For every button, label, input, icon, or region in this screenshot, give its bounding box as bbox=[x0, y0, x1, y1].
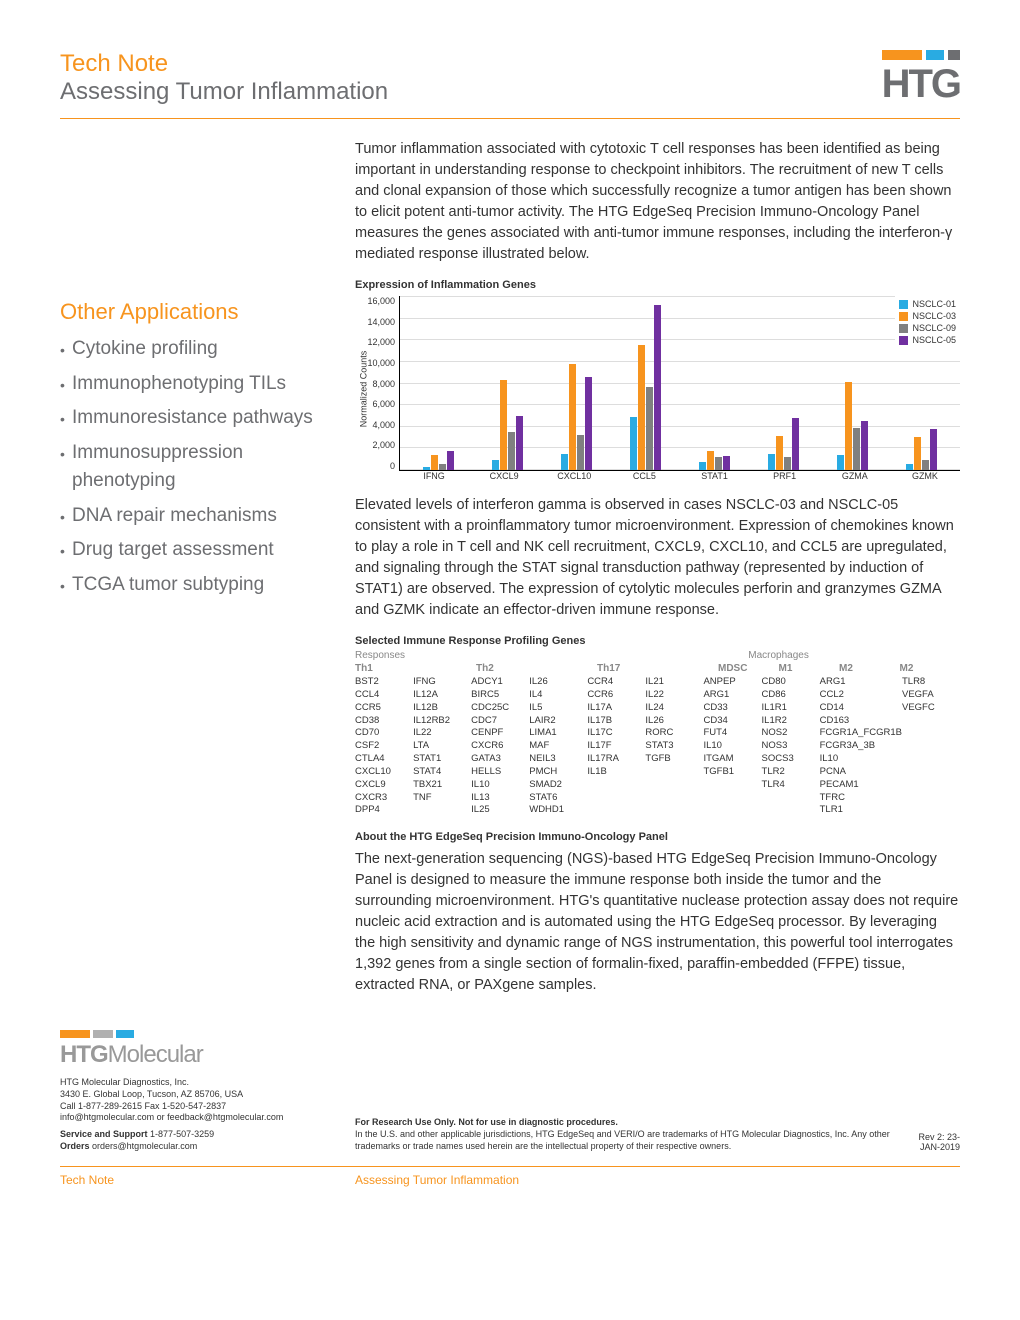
doc-title: Assessing Tumor Inflammation bbox=[60, 78, 388, 106]
bar bbox=[723, 456, 730, 470]
sidebar-item: Immunosuppression phenotyping bbox=[60, 439, 325, 496]
x-label: CCL5 bbox=[609, 471, 679, 481]
bar bbox=[715, 457, 722, 470]
bar bbox=[792, 418, 799, 470]
sidebar-item: Drug target assessment bbox=[60, 536, 325, 565]
sidebar-item: Cytokine profiling bbox=[60, 335, 325, 364]
gene-table-title: Selected Immune Response Profiling Genes bbox=[355, 635, 960, 647]
sidebar-item: Immunophenotyping TILs bbox=[60, 370, 325, 399]
bar bbox=[516, 416, 523, 470]
bar bbox=[447, 451, 454, 471]
footer-logo: HTGMolecular bbox=[60, 1041, 325, 1069]
bar bbox=[707, 451, 714, 471]
x-label: STAT1 bbox=[680, 471, 750, 481]
bar bbox=[423, 467, 430, 470]
company-address: HTG Molecular Diagnostics, Inc. 3430 E. … bbox=[60, 1077, 325, 1152]
breadcrumb: Tech Note Assessing Tumor Inflammation bbox=[60, 1173, 960, 1187]
about-title: About the HTG EdgeSeq Precision Immuno-O… bbox=[355, 831, 960, 843]
bar bbox=[922, 460, 929, 470]
para2: Elevated levels of interferon gamma is o… bbox=[355, 495, 960, 621]
bar bbox=[837, 455, 844, 470]
group-header-responses: Responses bbox=[355, 650, 748, 661]
doc-type: Tech Note bbox=[60, 50, 388, 78]
bar bbox=[845, 382, 852, 470]
about-text: The next-generation sequencing (NGS)-bas… bbox=[355, 849, 960, 996]
gene-table: BST2CCL4CCR5CD38CD70CSF2CTLA4CXCL10CXCL9… bbox=[355, 676, 960, 817]
bar bbox=[508, 432, 515, 470]
header: Tech Note Assessing Tumor Inflammation H… bbox=[60, 50, 960, 119]
x-label: CXCL10 bbox=[539, 471, 609, 481]
x-label: GZMK bbox=[890, 471, 960, 481]
content: Tumor inflammation associated with cytot… bbox=[355, 139, 960, 1010]
bar bbox=[930, 429, 937, 470]
bar bbox=[638, 345, 645, 470]
sidebar-item: TCGA tumor subtyping bbox=[60, 571, 325, 600]
bar bbox=[569, 364, 576, 471]
bar bbox=[776, 436, 783, 470]
footer: HTGMolecular HTG Molecular Diagnostics, … bbox=[60, 1030, 960, 1152]
bar bbox=[439, 464, 446, 471]
bar bbox=[431, 455, 438, 470]
bar bbox=[784, 457, 791, 470]
sidebar-item: Immunoresistance pathways bbox=[60, 404, 325, 433]
bar bbox=[699, 462, 706, 470]
bar bbox=[861, 421, 868, 470]
sidebar: Other Applications Cytokine profiling Imm… bbox=[60, 139, 325, 1010]
bar bbox=[914, 437, 921, 470]
bar bbox=[906, 464, 913, 471]
x-label: PRF1 bbox=[750, 471, 820, 481]
chart-title: Expression of Inflammation Genes bbox=[355, 279, 960, 291]
disclaimer: For Research Use Only. Not for use in di… bbox=[355, 1117, 910, 1152]
sidebar-title: Other Applications bbox=[60, 299, 325, 325]
x-label: GZMA bbox=[820, 471, 890, 481]
bar bbox=[654, 305, 661, 470]
bar bbox=[500, 380, 507, 470]
y-axis-label: Normalized Counts bbox=[358, 350, 368, 427]
group-header-macrophages: Macrophages bbox=[748, 650, 960, 661]
intro-para: Tumor inflammation associated with cytot… bbox=[355, 139, 960, 265]
revision: Rev 2: 23-JAN-2019 bbox=[910, 1132, 960, 1152]
bar bbox=[630, 417, 637, 470]
bar bbox=[561, 454, 568, 470]
sidebar-item: DNA repair mechanisms bbox=[60, 502, 325, 531]
bar bbox=[768, 454, 775, 470]
logo: HTG bbox=[882, 50, 960, 104]
bar bbox=[585, 377, 592, 471]
logo-text: HTG bbox=[882, 64, 960, 104]
x-label: IFNG bbox=[399, 471, 469, 481]
bar bbox=[853, 428, 860, 470]
x-label: CXCL9 bbox=[469, 471, 539, 481]
bar-chart: Normalized Counts 02,0004,0006,0008,0001… bbox=[355, 296, 960, 481]
sidebar-list: Cytokine profiling Immunophenotyping TILs… bbox=[60, 335, 325, 599]
bar bbox=[577, 435, 584, 470]
bar bbox=[492, 460, 499, 470]
bar bbox=[646, 387, 653, 470]
